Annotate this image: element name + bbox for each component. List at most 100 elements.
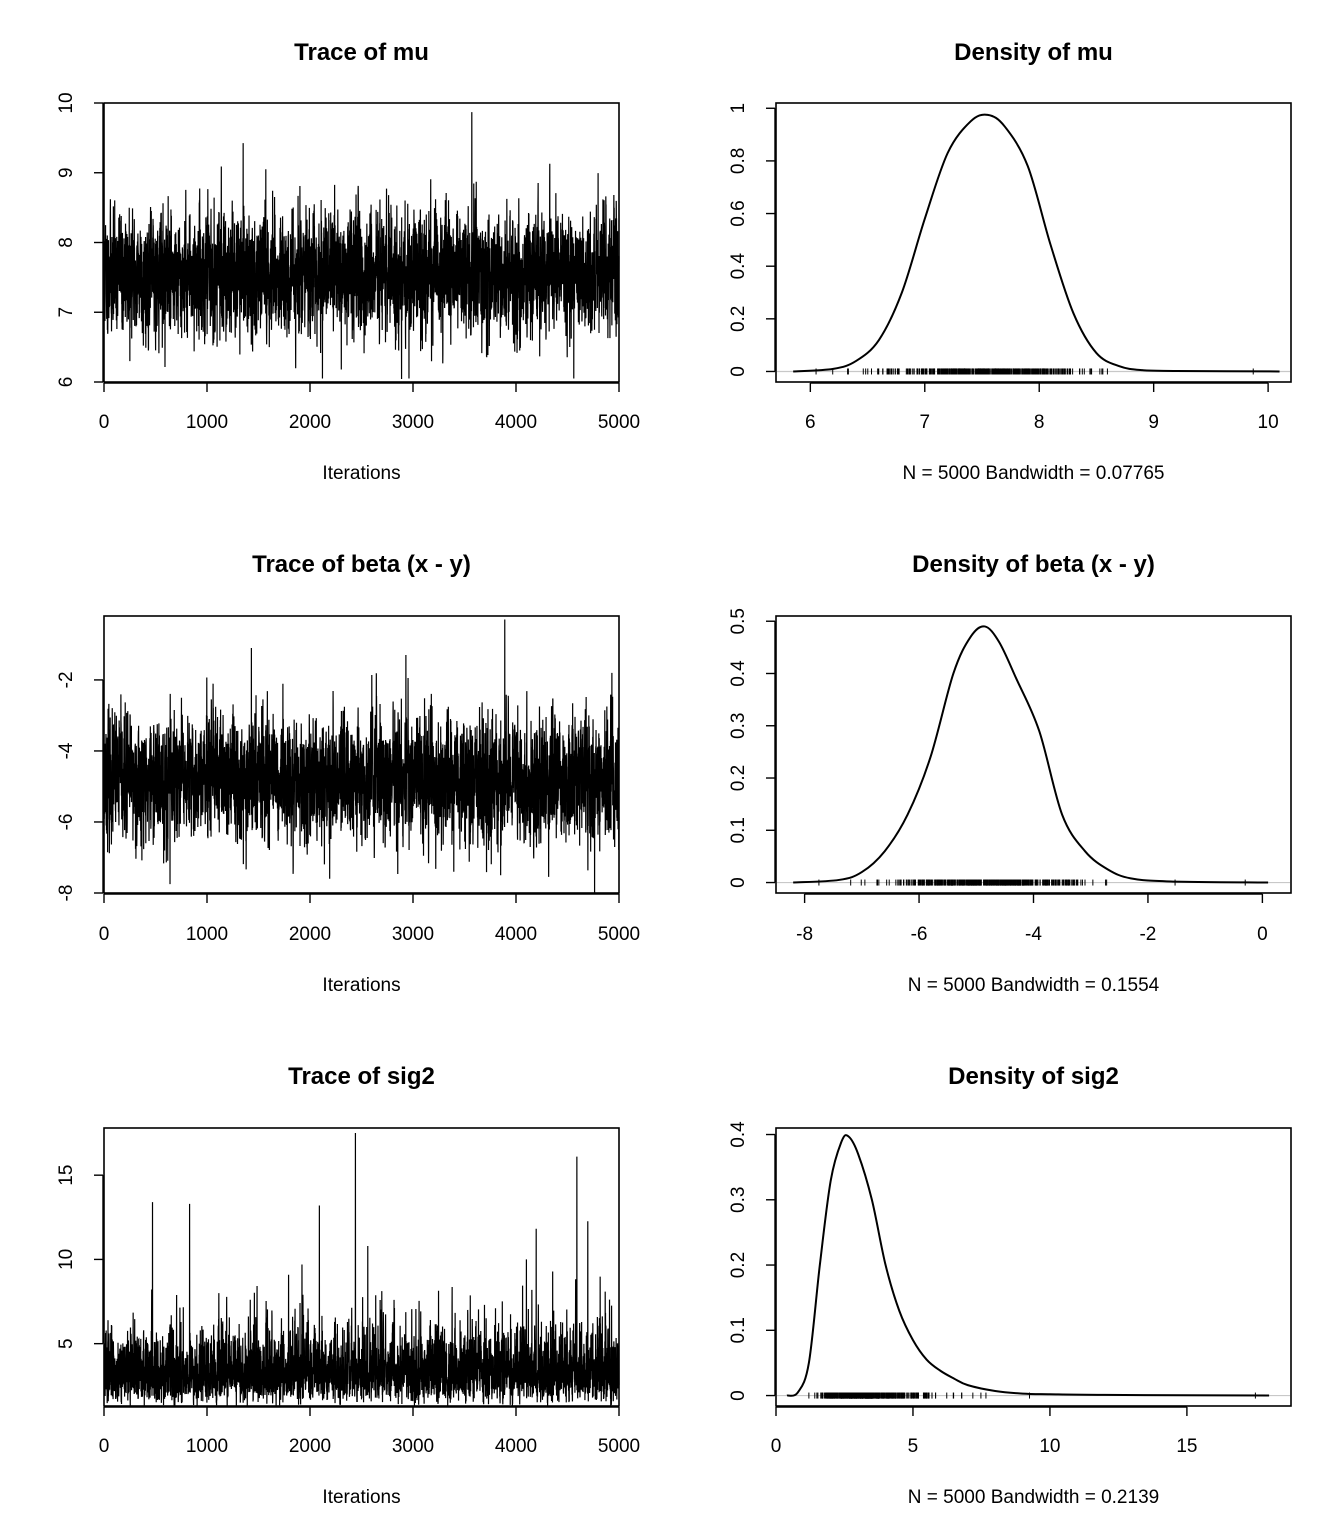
plot-frame bbox=[775, 102, 1292, 383]
x-tick-label: 1000 bbox=[186, 924, 228, 945]
plot-frame bbox=[775, 615, 1292, 894]
x-tick-label: 0 bbox=[1257, 924, 1268, 945]
trace-series-line bbox=[103, 112, 620, 380]
x-axis-label: Iterations bbox=[322, 1487, 400, 1508]
y-tick-label: 0.4 bbox=[728, 660, 749, 687]
y-tick-label: 0.1 bbox=[728, 1317, 749, 1343]
trace-series-line bbox=[103, 1133, 620, 1407]
x-tick-label: -2 bbox=[1139, 924, 1156, 945]
density-curve bbox=[793, 113, 1280, 373]
y-tick-label: 0.3 bbox=[728, 713, 749, 739]
y-tick-label: 0.2 bbox=[728, 1252, 749, 1278]
x-tick-label: 7 bbox=[919, 412, 930, 433]
y-tick-label: 0.2 bbox=[728, 765, 749, 791]
trace-mu-panel: Trace of mu Iterations 0 1000 2000 3000 4000… bbox=[56, 39, 640, 484]
density-sig2-panel: Density of sig2 N = 5000 Bandwidth = 0.2… bbox=[728, 1063, 1292, 1508]
trace-beta-panel: Trace of beta (x - y) Iterations 0 1000 20… bbox=[56, 551, 640, 996]
rug-marks bbox=[808, 1392, 1256, 1399]
x-tick-label: 0 bbox=[99, 1436, 110, 1457]
y-tick-label: -8 bbox=[56, 885, 77, 902]
y-axis: 6 7 8 9 10 bbox=[56, 92, 104, 388]
x-tick-label: 3000 bbox=[392, 924, 434, 945]
y-tick-label: 0.4 bbox=[728, 253, 749, 280]
y-tick-label: 6 bbox=[56, 377, 77, 388]
x-tick-label: 10 bbox=[1039, 1436, 1060, 1457]
panel-title: Density of beta (x - y) bbox=[912, 551, 1155, 578]
x-tick-label: -8 bbox=[796, 924, 813, 945]
x-tick-label: 3000 bbox=[392, 412, 434, 433]
x-tick-label: 2000 bbox=[289, 924, 331, 945]
x-tick-label: 6 bbox=[805, 412, 816, 433]
x-tick-label: -6 bbox=[911, 924, 928, 945]
panel-title: Trace of beta (x - y) bbox=[252, 551, 471, 578]
x-tick-label: 1000 bbox=[186, 412, 228, 433]
x-tick-label: 4000 bbox=[495, 924, 537, 945]
x-tick-label: 0 bbox=[99, 924, 110, 945]
x-tick-label: 5 bbox=[908, 1436, 919, 1457]
y-axis: -8 -6 -4 -2 bbox=[56, 671, 104, 902]
x-axis: 0 1000 2000 3000 4000 5000 bbox=[99, 893, 640, 945]
x-tick-label: 5000 bbox=[598, 1436, 640, 1457]
panel-title: Trace of sig2 bbox=[288, 1063, 435, 1090]
y-tick-label: 10 bbox=[56, 92, 77, 113]
y-tick-label: 0.4 bbox=[728, 1121, 749, 1148]
x-tick-label: 4000 bbox=[495, 1436, 537, 1457]
x-tick-label: 2000 bbox=[289, 412, 331, 433]
y-axis: 0 0.1 0.2 0.3 0.4 0.5 bbox=[728, 608, 776, 888]
density-curve bbox=[786, 1134, 1270, 1397]
x-tick-label: 1000 bbox=[186, 1436, 228, 1457]
x-tick-label: 9 bbox=[1148, 412, 1159, 433]
y-tick-label: 9 bbox=[56, 167, 77, 178]
y-tick-label: 7 bbox=[56, 307, 77, 318]
y-tick-label: 0 bbox=[728, 366, 749, 377]
x-axis-label: Iterations bbox=[322, 463, 400, 484]
x-axis: 6 7 8 9 10 bbox=[805, 382, 1279, 433]
x-tick-label: 2000 bbox=[289, 1436, 331, 1457]
x-tick-label: 4000 bbox=[495, 412, 537, 433]
y-axis: 5 10 15 bbox=[56, 1165, 104, 1349]
x-axis-label: N = 5000 Bandwidth = 0.2139 bbox=[908, 1487, 1159, 1508]
density-mu-panel: Density of mu N = 5000 Bandwidth = 0.077… bbox=[728, 39, 1292, 484]
y-tick-label: 8 bbox=[56, 237, 77, 248]
x-axis-label: N = 5000 Bandwidth = 0.07765 bbox=[903, 463, 1165, 484]
y-tick-label: 0.1 bbox=[728, 817, 749, 843]
y-tick-label: 0.5 bbox=[728, 608, 749, 634]
y-axis: 0 0.1 0.2 0.3 0.4 bbox=[728, 1121, 776, 1401]
panel-title: Density of mu bbox=[954, 39, 1113, 66]
trace-sig2-panel: Trace of sig2 Iterations 0 1000 2000 3000 40… bbox=[56, 1063, 640, 1508]
x-axis-label: Iterations bbox=[322, 975, 400, 996]
panel-title: Density of sig2 bbox=[948, 1063, 1119, 1090]
y-tick-label: -4 bbox=[56, 742, 77, 759]
y-tick-label: 0.8 bbox=[728, 148, 749, 174]
panel-title: Trace of mu bbox=[294, 39, 429, 66]
y-tick-label: 1 bbox=[728, 103, 749, 114]
x-tick-label: 5000 bbox=[598, 412, 640, 433]
x-axis-label: N = 5000 Bandwidth = 0.1554 bbox=[908, 975, 1160, 996]
x-tick-label: 0 bbox=[771, 1436, 782, 1457]
trace-series-line bbox=[103, 619, 620, 894]
y-tick-label: 0.3 bbox=[728, 1187, 749, 1213]
rug-marks bbox=[818, 879, 1246, 886]
x-axis: -8 -6 -4 -2 0 bbox=[796, 893, 1268, 945]
x-tick-label: 3000 bbox=[392, 1436, 434, 1457]
x-axis: 0 1000 2000 3000 4000 5000 bbox=[99, 382, 640, 433]
x-tick-label: 10 bbox=[1258, 412, 1279, 433]
y-tick-label: 15 bbox=[56, 1165, 77, 1186]
x-tick-label: 0 bbox=[99, 412, 110, 433]
y-tick-label: 0.6 bbox=[728, 200, 749, 226]
plot-frame bbox=[103, 1127, 620, 1407]
y-tick-label: 5 bbox=[56, 1338, 77, 1349]
plot-frame bbox=[775, 1127, 1292, 1407]
y-tick-label: 0 bbox=[728, 877, 749, 888]
y-tick-label: 0 bbox=[728, 1390, 749, 1401]
y-tick-label: -6 bbox=[56, 814, 77, 831]
y-tick-label: 0.2 bbox=[728, 306, 749, 332]
y-tick-label: -2 bbox=[56, 671, 77, 688]
y-tick-label: 10 bbox=[56, 1249, 77, 1270]
x-tick-label: -4 bbox=[1025, 924, 1042, 945]
x-tick-label: 5000 bbox=[598, 924, 640, 945]
y-axis: 0 0.2 0.4 0.6 0.8 1 bbox=[728, 103, 776, 377]
density-curve bbox=[793, 625, 1269, 884]
x-axis: 0 5 10 15 bbox=[771, 1406, 1197, 1457]
